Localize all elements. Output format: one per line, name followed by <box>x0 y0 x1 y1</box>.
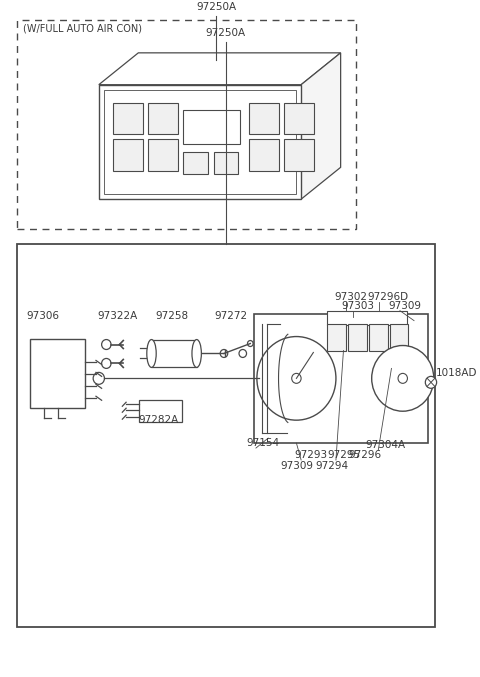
Circle shape <box>93 372 105 385</box>
Text: 97309: 97309 <box>280 461 313 471</box>
Bar <box>17 20 356 229</box>
Circle shape <box>239 349 247 357</box>
Text: 97303: 97303 <box>342 301 374 311</box>
Bar <box>30 338 84 408</box>
Bar <box>327 311 408 324</box>
Circle shape <box>257 336 336 420</box>
Bar <box>99 85 301 199</box>
Bar <box>104 89 297 194</box>
Ellipse shape <box>192 340 202 368</box>
Bar <box>369 324 388 351</box>
Bar <box>250 103 279 135</box>
Bar <box>148 103 178 135</box>
Bar <box>348 324 367 351</box>
Text: (W/FULL AUTO AIR CON): (W/FULL AUTO AIR CON) <box>23 24 142 34</box>
Text: 97294: 97294 <box>315 461 348 471</box>
Bar <box>113 139 143 171</box>
Text: 97250A: 97250A <box>206 28 246 38</box>
Text: 97302: 97302 <box>334 292 367 302</box>
Bar <box>390 324 408 351</box>
Bar <box>284 139 314 171</box>
Circle shape <box>220 349 228 357</box>
Ellipse shape <box>147 340 156 368</box>
Text: 97306: 97306 <box>26 311 60 321</box>
Text: 97295: 97295 <box>327 450 360 460</box>
Text: 97258: 97258 <box>155 311 188 321</box>
Text: 97282A: 97282A <box>138 415 179 425</box>
Text: 1018AD: 1018AD <box>436 368 477 378</box>
Text: 97296D: 97296D <box>367 292 408 302</box>
Bar <box>327 324 346 351</box>
Text: 97309: 97309 <box>389 301 421 311</box>
Text: 97272: 97272 <box>215 311 248 321</box>
Bar <box>148 139 178 171</box>
Text: 97154: 97154 <box>247 438 280 448</box>
Circle shape <box>248 341 253 347</box>
Circle shape <box>425 376 437 389</box>
Bar <box>254 313 428 443</box>
Bar <box>214 152 238 174</box>
Text: 97322A: 97322A <box>97 311 137 321</box>
Bar <box>17 244 435 627</box>
Bar <box>284 103 314 135</box>
Text: 97304A: 97304A <box>365 440 405 450</box>
Bar <box>139 400 181 422</box>
Polygon shape <box>99 53 341 85</box>
Bar <box>250 139 279 171</box>
Bar <box>113 103 143 135</box>
Polygon shape <box>301 53 341 199</box>
Circle shape <box>372 345 434 411</box>
Bar <box>183 152 208 174</box>
Text: 97296: 97296 <box>348 450 381 460</box>
Text: 97250A: 97250A <box>196 2 237 12</box>
Text: 97293: 97293 <box>295 450 328 460</box>
Bar <box>152 340 197 368</box>
Bar <box>183 110 240 144</box>
